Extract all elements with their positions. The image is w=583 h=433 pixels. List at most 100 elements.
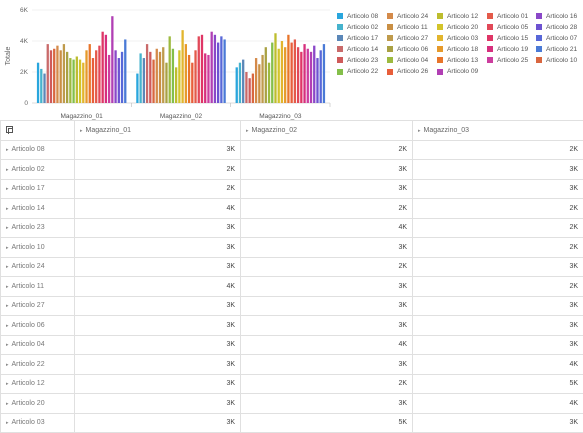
expand-icon[interactable]: ▸ [6,381,9,388]
legend-item[interactable]: Articolo 26 [387,66,428,78]
row-header[interactable]: ▸ Articolo 22 [0,354,75,375]
expand-icon[interactable]: ▸ [6,264,9,271]
legend-item[interactable]: Articolo 07 [536,32,577,44]
legend-item[interactable]: Articolo 23 [337,54,378,66]
expand-icon[interactable]: ▸ [6,147,9,154]
table-row: ▸ Articolo 03 3K 5K 3K [0,412,583,433]
value-cell: 4K [74,276,241,297]
row-header[interactable]: ▸ Articolo 03 [0,412,75,433]
bar [175,67,178,103]
row-header[interactable]: ▸ Articolo 24 [0,256,75,277]
legend-item[interactable]: Articolo 08 [337,10,378,22]
legend-item[interactable]: Articolo 06 [387,43,428,55]
expand-icon[interactable]: ▸ [80,127,83,134]
legend-label: Articolo 07 [546,34,578,42]
bar [124,39,127,103]
legend-item[interactable]: Articolo 01 [487,10,528,22]
expand-icon[interactable]: ▸ [6,166,9,173]
pivot-icon[interactable] [6,125,13,134]
expand-icon[interactable]: ▸ [6,283,9,290]
value-cell: 2K [240,373,413,394]
expand-icon[interactable]: ▸ [6,303,9,310]
value-cell: 4K [74,198,241,219]
expand-icon[interactable]: ▸ [6,420,9,427]
expand-icon[interactable]: ▸ [6,225,9,232]
bar [155,48,158,103]
expand-icon[interactable]: ▸ [246,127,249,134]
legend-item[interactable]: Articolo 12 [437,10,478,22]
legend-item[interactable]: Articolo 21 [536,43,577,55]
legend-item[interactable]: Articolo 09 [437,66,478,78]
legend-item[interactable]: Articolo 19 [487,43,528,55]
row-header[interactable]: ▸ Articolo 17 [0,178,75,199]
legend-item[interactable]: Articolo 10 [536,54,577,66]
legend-item[interactable]: Articolo 17 [337,32,378,44]
bar [238,62,242,103]
expand-icon[interactable]: ▸ [418,127,421,134]
bar [162,47,165,103]
column-header[interactable]: ▸ Magazzino_02 [240,120,413,141]
legend-item[interactable]: Articolo 18 [437,43,478,55]
expand-icon[interactable]: ▸ [6,361,9,368]
row-header[interactable]: ▸ Articolo 14 [0,198,75,219]
bar [306,48,309,103]
legend-item[interactable]: Articolo 13 [437,54,478,66]
value-cell: 3K [74,139,241,160]
legend-swatch [437,68,443,75]
legend-swatch [387,57,393,64]
legend-item[interactable]: Articolo 24 [387,10,428,22]
legend-item[interactable]: Articolo 20 [437,21,478,33]
row-header[interactable]: ▸ Articolo 06 [0,315,75,336]
legend-swatch [337,24,343,31]
legend-item[interactable]: Articolo 03 [437,32,478,44]
column-header[interactable]: ▸ Magazzino_03 [412,120,583,141]
legend-item[interactable]: Articolo 28 [536,21,577,33]
legend-swatch [437,24,443,31]
expand-icon[interactable]: ▸ [6,400,9,407]
legend-item[interactable]: Articolo 04 [387,54,428,66]
row-header[interactable]: ▸ Articolo 12 [0,373,75,394]
pivot-table: ▸ Magazzino_01 ▸ Magazzino_02 ▸ Magazzino_0… [0,120,583,433]
legend-label: Articolo 21 [546,45,578,53]
bar [49,50,53,103]
bar [300,51,303,103]
legend-item[interactable]: Articolo 25 [487,54,528,66]
expand-icon[interactable]: ▸ [6,244,9,251]
value-cell: 3K [74,393,241,414]
row-header[interactable]: ▸ Articolo 04 [0,334,75,355]
corner-cell[interactable] [0,120,75,141]
legend-label: Articolo 26 [397,68,429,75]
legend-item[interactable]: Articolo 22 [337,66,378,78]
legend-item[interactable]: Articolo 11 [387,21,428,33]
legend-item[interactable]: Articolo 02 [337,21,378,33]
legend-item[interactable]: Articolo 05 [487,21,528,33]
bar [287,34,290,103]
legend-swatch [437,46,443,53]
expand-icon[interactable]: ▸ [6,342,9,349]
bar [277,48,280,103]
row-header[interactable]: ▸ Articolo 10 [0,237,75,258]
legend-label: Articolo 10 [546,56,578,64]
legend-swatch [536,35,542,42]
legend-swatch [337,35,343,42]
legend-item[interactable]: Articolo 27 [387,32,428,44]
expand-icon[interactable]: ▸ [6,205,9,212]
row-header[interactable]: ▸ Articolo 20 [0,393,75,414]
expand-icon[interactable]: ▸ [6,322,9,329]
table-row: ▸ Articolo 27 3K 3K 3K [0,295,583,316]
expand-icon[interactable]: ▸ [6,186,9,193]
bar [56,45,59,103]
legend-label: Articolo 03 [447,34,479,42]
row-header[interactable]: ▸ Articolo 27 [0,295,75,316]
legend-item[interactable]: Articolo 15 [487,32,528,44]
row-header[interactable]: ▸ Articolo 23 [0,217,75,238]
table-row: ▸ Articolo 20 3K 3K 4K [0,393,583,414]
value-cell: 2K [412,276,583,297]
column-header[interactable]: ▸ Magazzino_01 [74,120,241,141]
row-header[interactable]: ▸ Articolo 08 [0,139,75,160]
legend-item[interactable]: Articolo 14 [337,43,378,55]
bar [178,50,181,103]
row-header[interactable]: ▸ Articolo 02 [0,159,75,180]
legend-item[interactable]: Articolo 16 [536,10,577,22]
row-header[interactable]: ▸ Articolo 11 [0,276,75,297]
